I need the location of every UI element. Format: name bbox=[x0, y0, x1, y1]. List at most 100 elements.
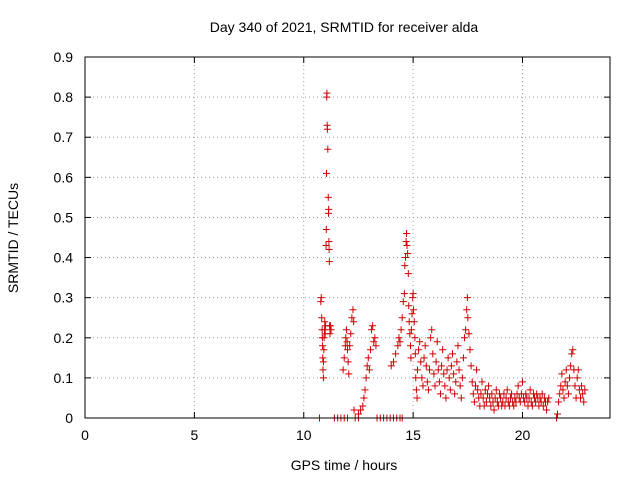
data-point bbox=[414, 366, 421, 374]
data-point bbox=[556, 390, 564, 398]
data-point bbox=[399, 298, 407, 306]
data-point bbox=[350, 406, 358, 414]
data-point bbox=[340, 354, 348, 362]
data-point bbox=[366, 346, 374, 354]
data-point bbox=[462, 326, 470, 334]
y-tick-label: 0.8 bbox=[54, 89, 74, 105]
data-point bbox=[325, 238, 333, 246]
data-point bbox=[372, 342, 380, 350]
data-point bbox=[492, 386, 500, 394]
data-point bbox=[318, 314, 326, 322]
data-point bbox=[325, 205, 333, 213]
data-point bbox=[444, 354, 452, 362]
data-point bbox=[359, 402, 367, 410]
data-point bbox=[573, 374, 581, 382]
data-point bbox=[321, 326, 329, 334]
data-point bbox=[371, 334, 379, 342]
data-point bbox=[409, 290, 417, 298]
data-point bbox=[514, 382, 522, 390]
data-point bbox=[481, 386, 489, 394]
data-point bbox=[398, 314, 406, 322]
data-point bbox=[405, 302, 413, 310]
data-point bbox=[349, 306, 357, 314]
data-point bbox=[453, 358, 461, 366]
data-point bbox=[415, 346, 423, 354]
data-point bbox=[467, 362, 475, 370]
grid-lines bbox=[85, 57, 610, 418]
data-point bbox=[418, 374, 426, 382]
data-point bbox=[411, 350, 419, 358]
data-point bbox=[420, 354, 428, 362]
data-point bbox=[404, 270, 412, 278]
data-point bbox=[428, 326, 436, 334]
data-point bbox=[400, 290, 408, 298]
data-point bbox=[320, 346, 328, 354]
data-point bbox=[369, 322, 377, 330]
data-point bbox=[401, 262, 409, 270]
data-point bbox=[317, 294, 325, 302]
data-point bbox=[539, 402, 547, 410]
data-point bbox=[416, 338, 424, 346]
data-point bbox=[344, 358, 352, 366]
data-point bbox=[322, 225, 330, 233]
data-point bbox=[363, 362, 371, 370]
data-point bbox=[574, 366, 582, 374]
data-point bbox=[410, 306, 418, 314]
x-tick-labels: 0 5 10 15 20 bbox=[81, 427, 530, 443]
data-point bbox=[403, 242, 411, 250]
data-point bbox=[581, 386, 589, 394]
data-point bbox=[446, 386, 454, 394]
data-point bbox=[490, 406, 498, 414]
data-point bbox=[561, 378, 569, 386]
plot-area-border bbox=[84, 56, 611, 419]
data-point bbox=[368, 326, 376, 334]
data-point bbox=[563, 382, 571, 390]
data-point bbox=[526, 386, 534, 394]
data-point bbox=[468, 378, 476, 386]
data-point bbox=[466, 346, 474, 354]
data-point bbox=[477, 390, 485, 398]
data-point bbox=[321, 318, 329, 326]
data-point bbox=[325, 246, 333, 254]
data-point bbox=[519, 378, 526, 386]
data-point bbox=[342, 326, 350, 334]
chart-title: Day 340 of 2021, SRMTID for receiver ald… bbox=[210, 19, 479, 35]
data-point bbox=[578, 382, 586, 390]
data-point bbox=[350, 318, 358, 326]
data-point bbox=[346, 342, 354, 350]
data-point bbox=[459, 354, 467, 362]
data-point bbox=[557, 382, 565, 390]
data-point bbox=[319, 358, 327, 366]
data-point bbox=[370, 338, 378, 346]
data-point bbox=[447, 362, 455, 370]
data-point bbox=[560, 394, 568, 402]
x-tick-label: 15 bbox=[405, 427, 421, 443]
data-point bbox=[559, 386, 567, 394]
data-point bbox=[360, 394, 368, 402]
data-point bbox=[347, 330, 355, 338]
data-point bbox=[482, 398, 490, 406]
data-point bbox=[500, 390, 508, 398]
data-point bbox=[396, 338, 404, 346]
data-point bbox=[473, 366, 481, 374]
data-point bbox=[445, 374, 453, 382]
data-point bbox=[319, 374, 327, 382]
x-tick-label: 0 bbox=[81, 427, 89, 443]
data-point bbox=[419, 382, 427, 390]
data-point bbox=[555, 398, 563, 406]
data-point bbox=[538, 390, 546, 398]
data-point bbox=[392, 350, 400, 358]
data-point bbox=[451, 390, 459, 398]
data-point bbox=[432, 358, 440, 366]
data-point bbox=[401, 254, 409, 262]
x-tick-label: 10 bbox=[296, 427, 312, 443]
data-point bbox=[554, 410, 561, 418]
data-point bbox=[424, 386, 432, 394]
x-tick-label: 5 bbox=[190, 427, 198, 443]
data-point bbox=[434, 366, 442, 374]
data-point bbox=[435, 378, 443, 386]
data-point bbox=[411, 334, 419, 342]
data-point bbox=[344, 346, 351, 354]
